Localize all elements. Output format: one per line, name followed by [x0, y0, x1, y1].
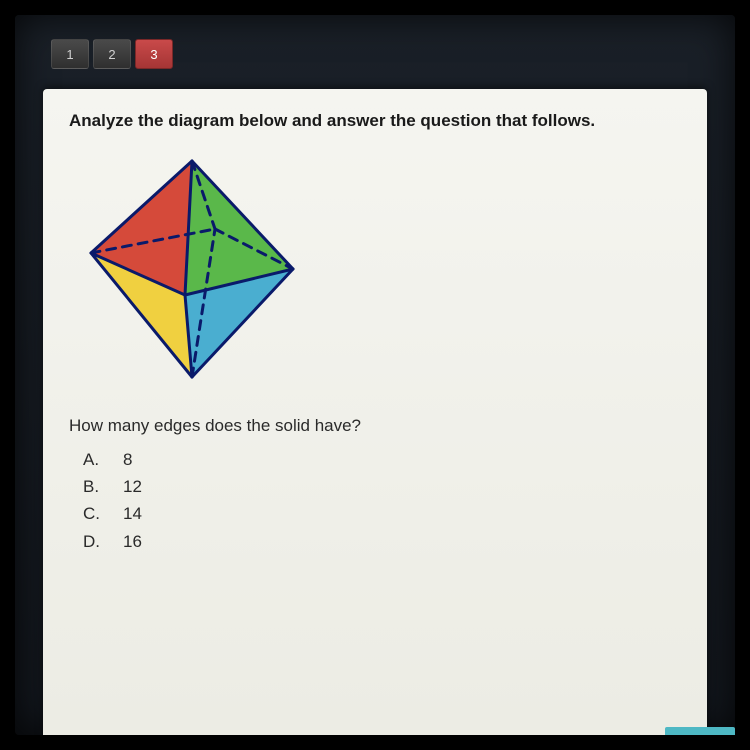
octahedron-svg — [77, 149, 307, 389]
option-b[interactable]: B. 12 — [83, 473, 681, 500]
instruction-text: Analyze the diagram below and answer the… — [69, 111, 681, 131]
option-value: 8 — [123, 446, 132, 473]
screen-area: 1 2 3 Analyze the diagram below and answ… — [15, 15, 735, 735]
question-tabs: 1 2 3 — [43, 33, 707, 69]
option-letter: B. — [83, 473, 101, 500]
tab-1[interactable]: 1 — [51, 39, 89, 69]
question-text: How many edges does the solid have? — [69, 416, 681, 436]
option-letter: C. — [83, 500, 101, 527]
option-value: 14 — [123, 500, 142, 527]
option-letter: A. — [83, 446, 101, 473]
accent-bar — [665, 727, 735, 735]
octahedron-diagram — [77, 149, 681, 394]
option-letter: D. — [83, 528, 101, 555]
option-d[interactable]: D. 16 — [83, 528, 681, 555]
option-value: 12 — [123, 473, 142, 500]
tab-3[interactable]: 3 — [135, 39, 173, 69]
tab-2[interactable]: 2 — [93, 39, 131, 69]
option-a[interactable]: A. 8 — [83, 446, 681, 473]
option-c[interactable]: C. 14 — [83, 500, 681, 527]
answer-options: A. 8 B. 12 C. 14 D. 16 — [83, 446, 681, 555]
question-panel: Analyze the diagram below and answer the… — [43, 89, 707, 735]
option-value: 16 — [123, 528, 142, 555]
photo-frame: 1 2 3 Analyze the diagram below and answ… — [0, 0, 750, 750]
